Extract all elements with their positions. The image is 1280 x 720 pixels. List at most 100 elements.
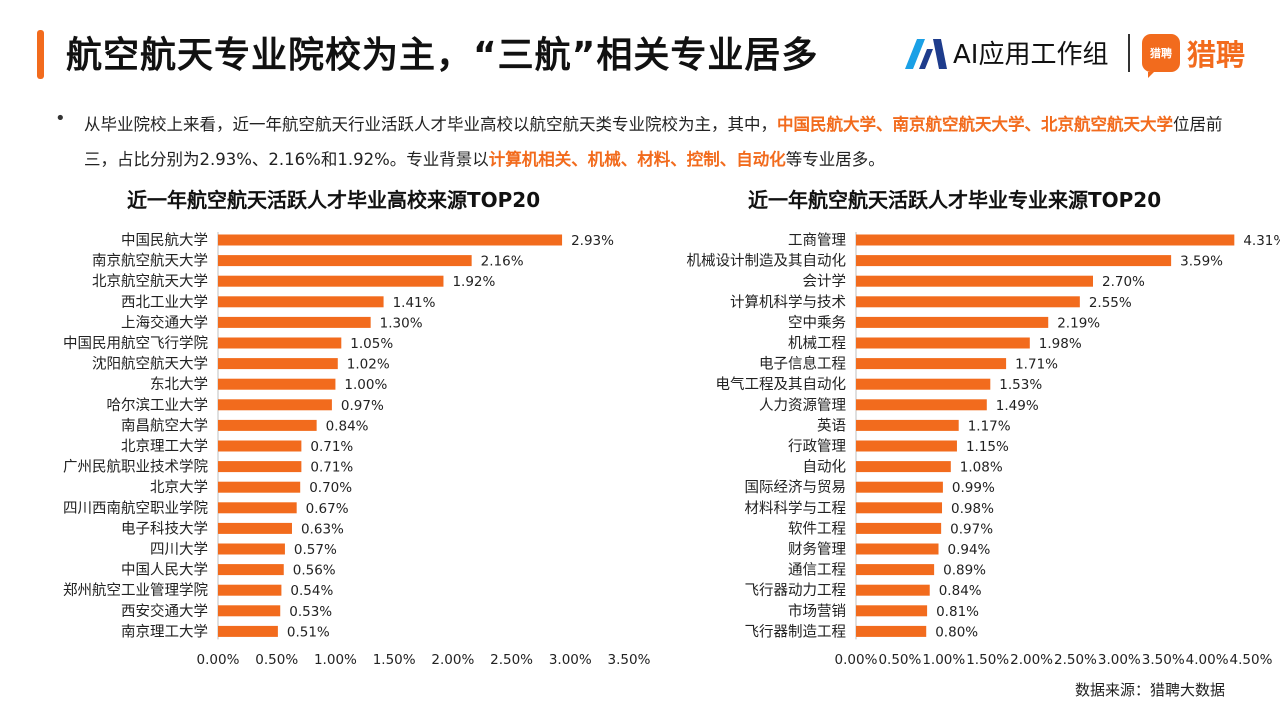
bar-majors-5 (856, 316, 1049, 328)
bar-schools-8 (218, 378, 336, 390)
value-label-schools-5: 1.30% (380, 315, 423, 331)
summary-paragraph: 从毕业院校上来看，近一年航空航天行业活跃人才毕业高校以航空航天类专业院校为主，其… (84, 107, 1244, 177)
liepin-badge-icon: 猎聘 (1142, 34, 1180, 78)
bar-schools-6 (218, 337, 342, 349)
value-label-majors-11: 1.15% (966, 439, 1009, 455)
category-label-schools-9: 哈尔滨工业大学 (107, 397, 209, 414)
value-label-majors-16: 0.94% (948, 542, 991, 558)
value-label-majors-7: 1.71% (1015, 357, 1058, 373)
category-label-majors-15: 软件工程 (788, 520, 846, 537)
value-label-majors-2: 3.59% (1180, 254, 1223, 270)
value-label-majors-18: 0.84% (939, 583, 982, 599)
x-tick-label-schools-8: 3.50% (608, 652, 651, 668)
value-label-schools-11: 0.71% (310, 439, 353, 455)
summary-text-3: 等专业居多。 (785, 150, 885, 169)
bar-majors-8 (856, 378, 991, 390)
value-label-majors-3: 2.70% (1102, 274, 1145, 290)
x-tick-label-majors-4: 1.50% (966, 652, 1009, 668)
ai-logo-text: AI应用工作组 (953, 40, 1109, 70)
bar-majors-7 (856, 358, 1007, 370)
x-tick-label-majors-9: 4.00% (1186, 652, 1229, 668)
category-label-schools-11: 北京理工大学 (121, 438, 208, 455)
bar-schools-9 (218, 399, 332, 411)
bar-schools-11 (218, 440, 302, 452)
x-tick-label-schools-2: 0.50% (255, 652, 298, 668)
category-label-schools-1: 中国民航大学 (121, 232, 208, 249)
bar-majors-6 (856, 337, 1030, 349)
bar-schools-10 (218, 419, 317, 431)
summary-highlight-schools: 中国民航大学、南京航空航天大学、北京航空航天大学 (777, 115, 1173, 134)
bar-majors-19 (856, 605, 928, 617)
category-label-majors-16: 财务管理 (788, 541, 846, 558)
category-label-majors-5: 空中乘务 (788, 314, 846, 331)
data-source: 数据来源：猎聘大数据 (1075, 681, 1226, 699)
category-label-majors-4: 计算机科学与技术 (730, 294, 846, 311)
bar-majors-18 (856, 584, 930, 596)
category-label-schools-10: 南昌航空大学 (121, 417, 208, 434)
value-label-majors-13: 0.99% (952, 480, 995, 496)
title-accent-bar (37, 30, 44, 79)
value-label-majors-10: 1.17% (968, 418, 1011, 434)
value-label-schools-16: 0.57% (294, 542, 337, 558)
category-label-majors-14: 材料科学与工程 (745, 500, 847, 517)
logo-divider (1128, 34, 1130, 72)
value-label-schools-4: 1.41% (393, 295, 436, 311)
bar-schools-12 (218, 461, 302, 473)
category-label-schools-8: 东北大学 (150, 376, 208, 393)
category-label-majors-2: 机械设计制造及其自动化 (687, 253, 847, 270)
category-label-schools-20: 南京理工大学 (121, 623, 208, 640)
category-label-majors-18: 飞行器动力工程 (745, 582, 847, 599)
bar-schools-13 (218, 481, 301, 493)
bar-majors-20 (856, 625, 927, 637)
liepin-logo-text: 猎聘 (1187, 38, 1246, 72)
category-label-majors-7: 电子信息工程 (759, 356, 846, 373)
category-label-majors-17: 通信工程 (788, 562, 846, 579)
category-label-schools-17: 中国人民大学 (121, 562, 208, 579)
bar-majors-11 (856, 440, 957, 452)
x-tick-label-majors-10: 4.50% (1230, 652, 1273, 668)
bar-schools-17 (218, 564, 284, 576)
x-tick-label-schools-7: 3.00% (549, 652, 592, 668)
category-label-majors-20: 飞行器制造工程 (745, 623, 847, 640)
value-label-schools-18: 0.54% (290, 583, 333, 599)
category-label-majors-11: 行政管理 (788, 438, 846, 455)
x-tick-label-majors-3: 1.00% (922, 652, 965, 668)
value-label-schools-14: 0.67% (306, 501, 349, 517)
bar-schools-16 (218, 543, 285, 555)
x-tick-label-majors-5: 2.00% (1010, 652, 1053, 668)
value-label-majors-17: 0.89% (943, 563, 986, 579)
value-label-majors-6: 1.98% (1039, 336, 1082, 352)
category-label-schools-6: 中国民用航空飞行学院 (63, 335, 208, 352)
category-label-schools-18: 郑州航空工业管理学院 (63, 582, 208, 599)
bar-majors-14 (856, 502, 943, 514)
x-tick-label-majors-1: 0.00% (835, 652, 878, 668)
category-label-majors-3: 会计学 (803, 273, 847, 290)
value-label-schools-20: 0.51% (287, 624, 330, 640)
category-label-schools-3: 北京航空航天大学 (92, 273, 208, 290)
value-label-schools-15: 0.63% (301, 521, 344, 537)
category-label-majors-8: 电气工程及其自动化 (716, 376, 847, 393)
value-label-majors-15: 0.97% (950, 521, 993, 537)
value-label-schools-19: 0.53% (289, 604, 332, 620)
x-tick-label-schools-1: 0.00% (197, 652, 240, 668)
value-label-majors-20: 0.80% (935, 624, 978, 640)
category-label-majors-10: 英语 (817, 416, 846, 434)
bar-schools-2 (218, 255, 472, 267)
x-tick-label-majors-6: 2.50% (1054, 652, 1097, 668)
value-label-majors-8: 1.53% (999, 377, 1042, 393)
category-label-schools-5: 上海交通大学 (121, 313, 208, 331)
ai-group-logo: AI应用工作组 (903, 34, 1108, 71)
page-title: 航空航天专业院校为主，“三航”相关专业居多 (66, 35, 819, 76)
category-label-schools-2: 南京航空航天大学 (92, 253, 208, 270)
category-label-majors-6: 机械工程 (788, 335, 846, 352)
value-label-majors-14: 0.98% (951, 501, 994, 517)
liepin-logo: 猎聘 猎聘 (1142, 32, 1246, 78)
bar-majors-13 (856, 481, 943, 493)
bar-majors-4 (856, 296, 1080, 308)
bar-majors-1 (856, 234, 1235, 246)
value-label-majors-4: 2.55% (1089, 295, 1132, 311)
value-label-majors-19: 0.81% (936, 604, 979, 620)
bar-majors-17 (856, 564, 935, 576)
category-label-schools-13: 北京大学 (150, 479, 208, 496)
